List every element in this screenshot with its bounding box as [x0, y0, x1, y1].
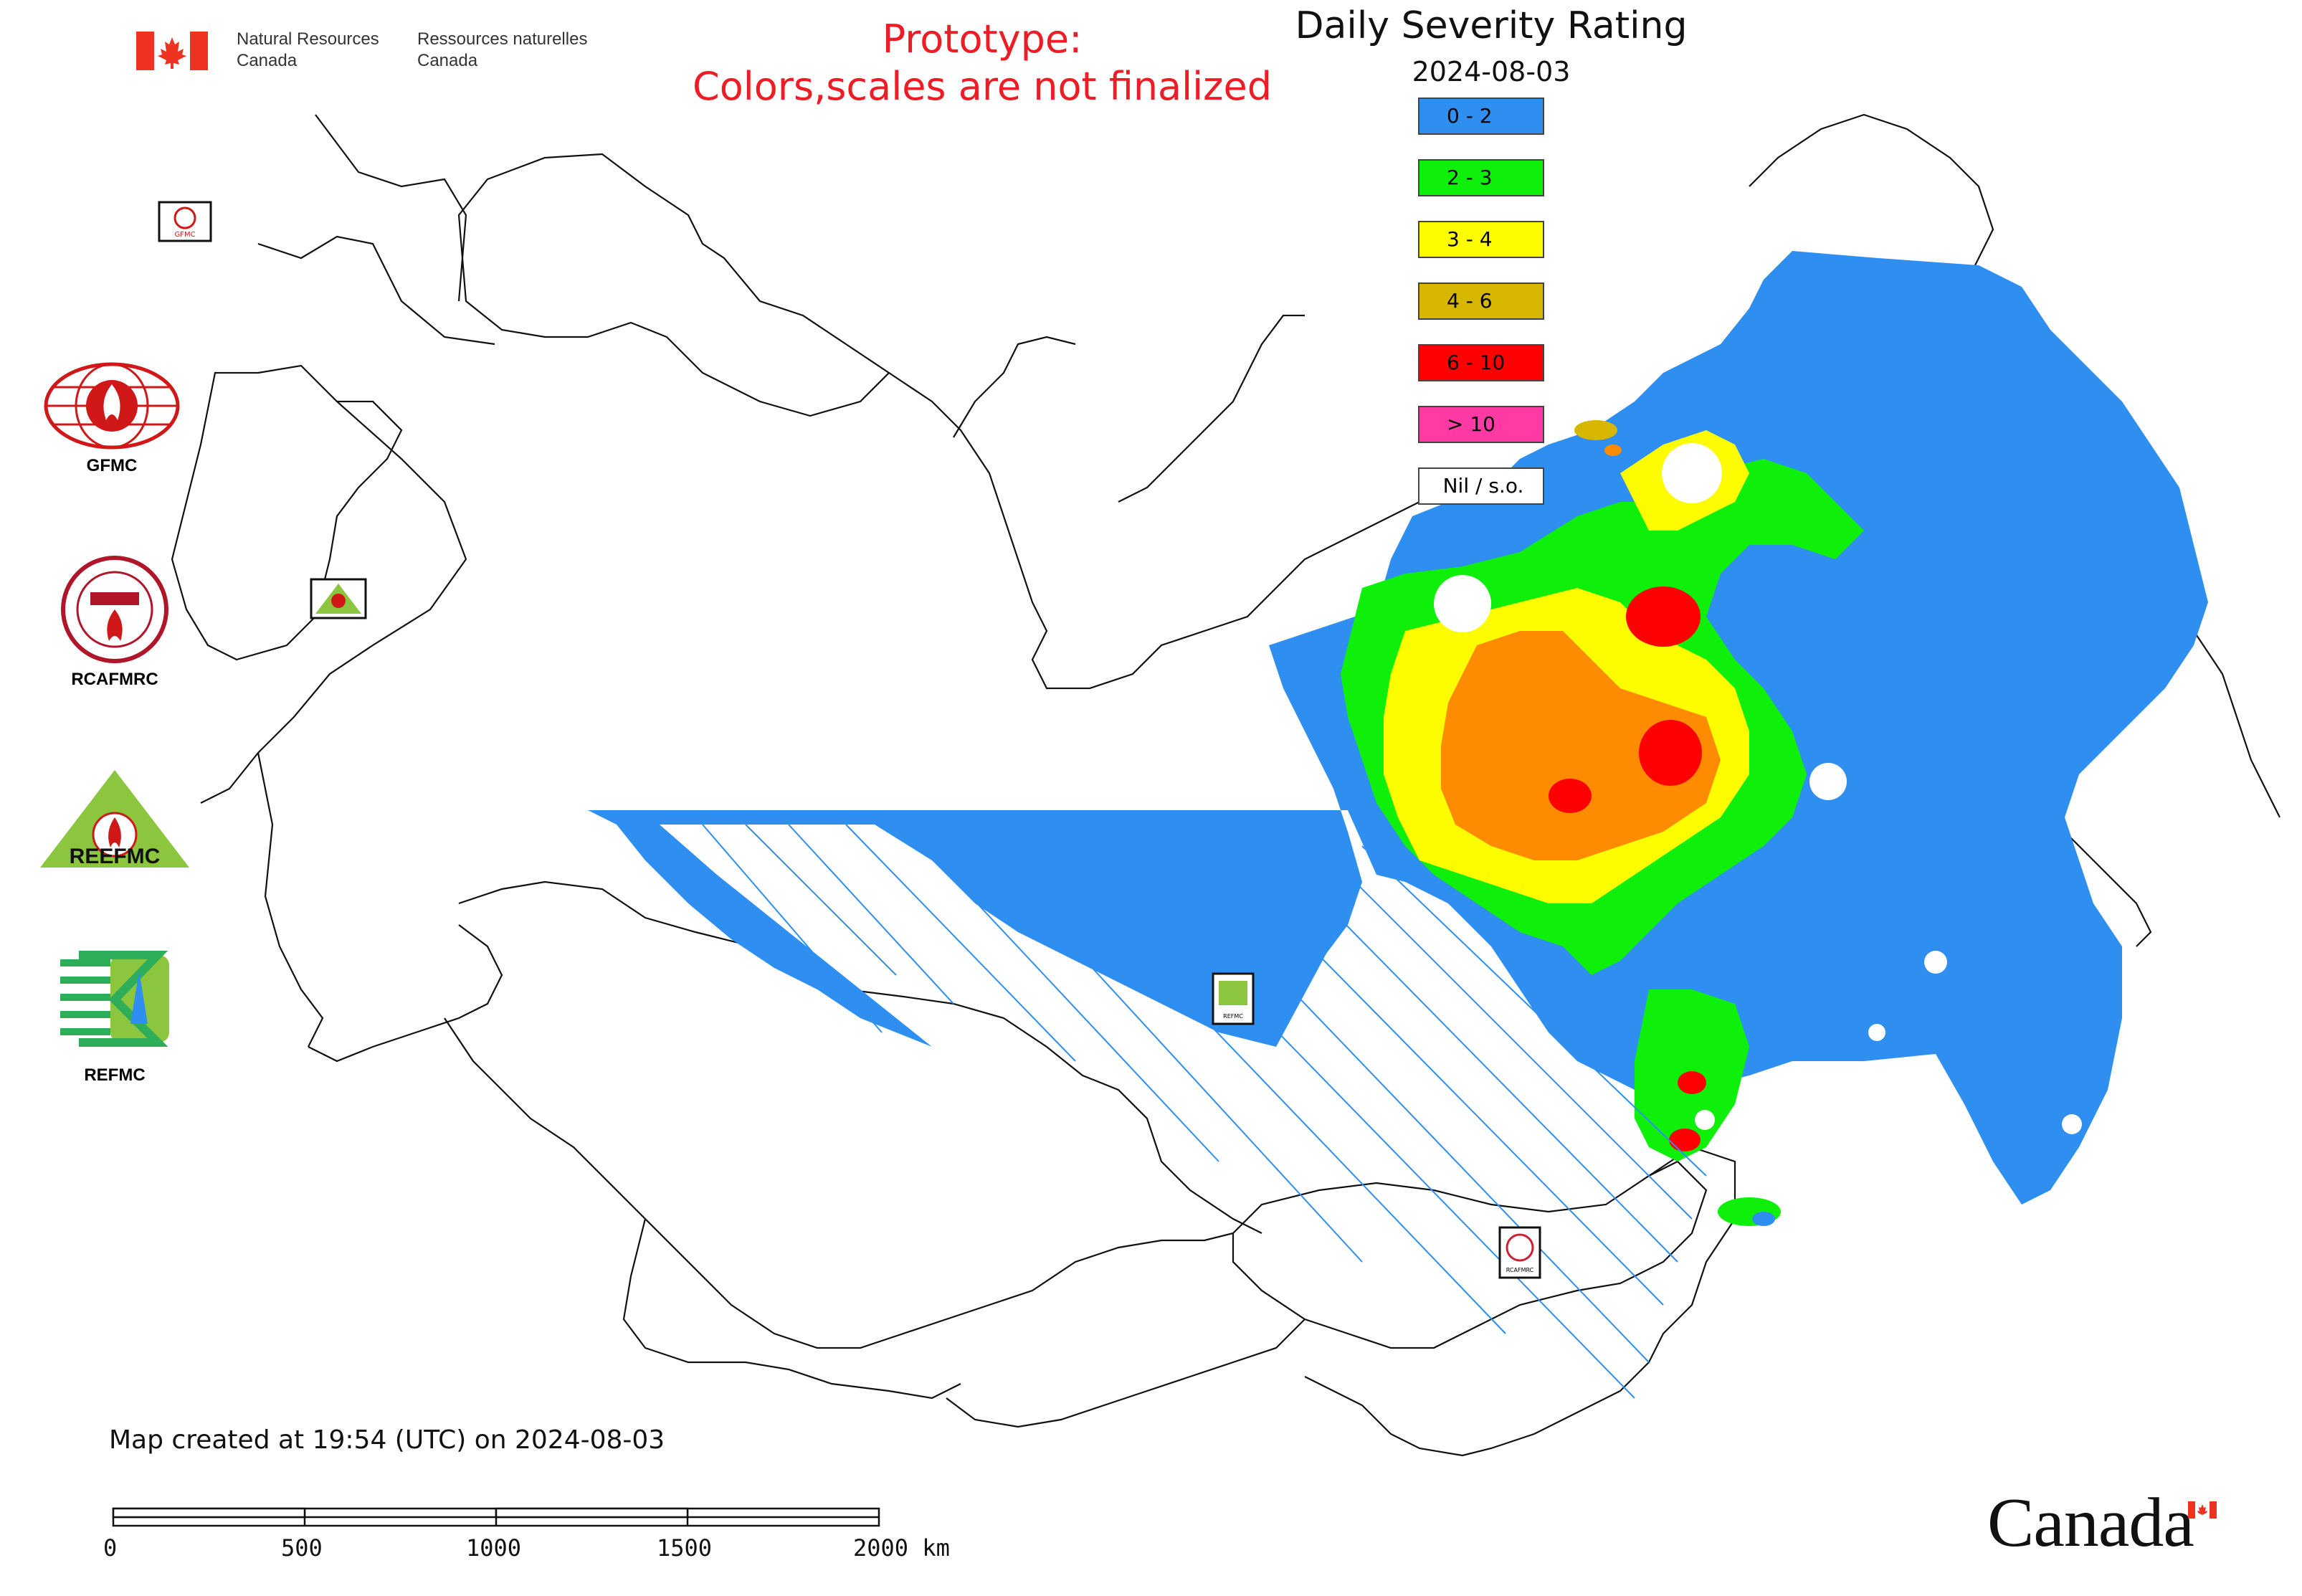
prototype-line1: Prototype:	[882, 16, 1083, 62]
legend-item-0-2: 0 - 2	[1418, 98, 1544, 135]
legend-item-3-4: 3 - 4	[1418, 221, 1544, 258]
gfmc-logo-icon	[40, 358, 184, 455]
refmc-logo-icon	[57, 945, 172, 1055]
dept-fr-line1: Ressources naturelles	[417, 29, 588, 49]
dept-en-line2: Canada	[237, 51, 298, 70]
dept-name-fr: Ressources naturelles Canada	[417, 29, 587, 72]
scale-label-1500: 1500	[657, 1534, 713, 1562]
scale-label-500: 500	[281, 1534, 323, 1562]
refmc-caption: REFMC	[84, 1065, 146, 1085]
map-marker-rcafmrc-label: RCAFMRC	[1506, 1267, 1534, 1273]
map-marker-gfmc: GFMC	[158, 201, 212, 242]
dept-name-en: Natural Resources Canada	[237, 29, 379, 72]
map-created-timestamp: Map created at 19:54 (UTC) on 2024-08-03	[109, 1425, 665, 1455]
map-marker-reefmc	[310, 578, 367, 619]
reefmc-logo-text: REEFMC	[70, 845, 161, 868]
map-marker-refmc-label: REFMC	[1223, 1013, 1243, 1020]
scale-label-2000: 2000 km	[853, 1534, 950, 1562]
canada-wordmark: Canada	[1987, 1484, 2194, 1562]
map-marker-refmc: REFMC	[1212, 972, 1255, 1025]
rcafmrc-caption: RCAFMRC	[71, 670, 158, 689]
canada-wordmark-flag-icon	[2188, 1501, 2217, 1521]
reefmc-logo-icon: REEFMC	[37, 767, 192, 878]
legend-item-over-10: > 10	[1418, 406, 1544, 443]
scale-label-0: 0	[103, 1534, 118, 1562]
prototype-line2: Colors,scales are not finalized	[693, 64, 1272, 109]
prototype-notice: Prototype: Colors,scales are not finaliz…	[602, 16, 1362, 110]
scale-label-1000: 1000	[466, 1534, 522, 1562]
rcafmrc-logo-icon	[57, 552, 172, 670]
legend-item-2-3: 2 - 3	[1418, 159, 1544, 196]
dept-fr-line2: Canada	[417, 51, 478, 70]
legend-item-4-6: 4 - 6	[1418, 282, 1544, 320]
legend-item-nil: Nil / s.o.	[1418, 467, 1544, 505]
scale-bar	[112, 1507, 880, 1527]
dept-en-line1: Natural Resources	[237, 29, 379, 49]
canada-flag-icon	[136, 32, 208, 70]
map-marker-gfmc-label: GFMC	[174, 231, 195, 239]
legend-date: 2024-08-03	[1412, 56, 1571, 87]
legend-item-6-10: 6 - 10	[1418, 344, 1544, 381]
gfmc-caption: GFMC	[86, 456, 138, 475]
map-marker-rcafmrc: RCAFMRC	[1498, 1226, 1541, 1279]
severity-raster	[588, 251, 2208, 1399]
legend-title: Daily Severity Rating	[1295, 4, 1688, 47]
